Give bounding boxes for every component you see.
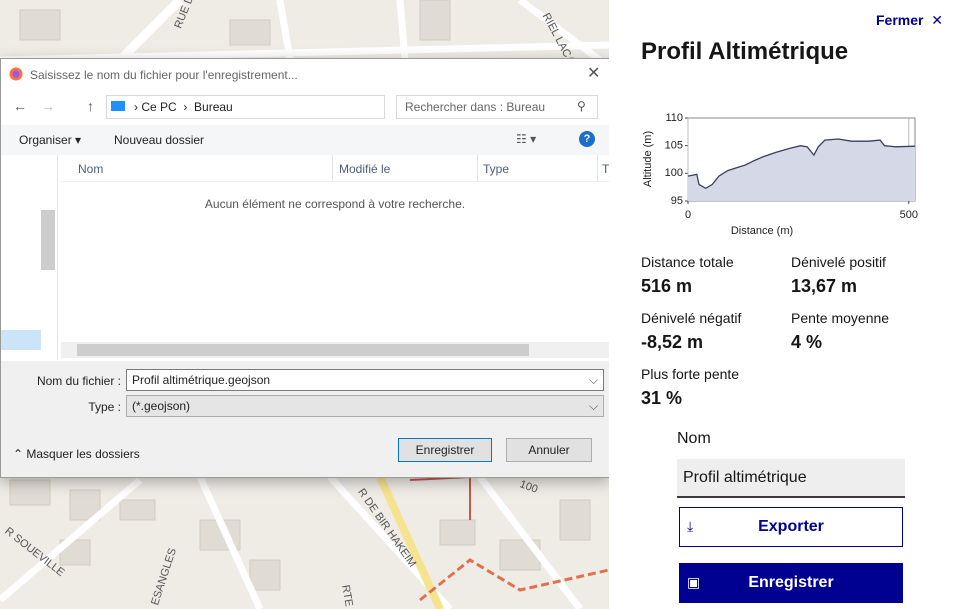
stat-value: 13,67 m: [791, 276, 858, 296]
type-select[interactable]: (*.geojson) ⌵: [126, 395, 604, 417]
save-profile-label: Enregistrer: [748, 574, 834, 591]
nav-scrollbar: [41, 210, 55, 270]
column-type[interactable]: Type: [483, 162, 510, 176]
panel-title: Profil Altimétrique: [641, 38, 849, 65]
stat-value: 31 %: [641, 388, 683, 408]
dropdown-arrow: ⌵: [589, 373, 599, 387]
hide-folders[interactable]: ⌃ Masquer les dossiers: [13, 447, 140, 461]
search-box[interactable]: Rechercher dans : Bureau ⚲: [396, 95, 598, 119]
stat-label: Dénivelé négatif: [641, 310, 742, 326]
stat-value: -8,52 m: [641, 332, 704, 352]
stat-label: Plus forte pente: [641, 366, 740, 382]
empty-message: Aucun élément ne correspond à votre rech…: [204, 197, 466, 211]
column-name[interactable]: Nom: [78, 162, 104, 176]
cancel-button[interactable]: Annuler: [506, 438, 592, 462]
elevation-area: [688, 139, 915, 201]
h-scrollbar: [61, 342, 609, 358]
x-tick-label: 0: [685, 209, 691, 221]
y-axis-label: Altitude (m): [642, 131, 654, 187]
address-bar[interactable]: › Ce PC › Bureau: [106, 95, 385, 119]
nav-forward[interactable]: →: [41, 98, 55, 114]
stat-value: 516 m: [641, 276, 693, 296]
close-dialog[interactable]: ✕: [587, 65, 601, 82]
stat-label: Pente moyenne: [791, 310, 890, 326]
search-icon: ⚲: [577, 99, 586, 113]
y-tick-label: 95: [671, 195, 683, 207]
nav-up[interactable]: ↑: [87, 98, 94, 114]
map-label: RTE: [339, 584, 355, 608]
column-modified[interactable]: Modifié le: [339, 162, 391, 176]
save-dialog: Saisissez le nom du fichier pour l'enreg…: [0, 58, 610, 478]
stat-value: 4 %: [791, 332, 823, 352]
organize-button[interactable]: Organiser ▾: [19, 133, 82, 147]
close-label: Fermer: [876, 12, 924, 28]
elevation-chart: Distance (m) Altitude (m) 95 100 105 110 0 50…: [642, 112, 918, 237]
breadcrumb: › Ce PC › Bureau: [134, 100, 233, 114]
dialog-title: Saisissez le nom du fichier pour l'enreg…: [30, 68, 298, 82]
column-size[interactable]: T: [602, 162, 610, 176]
nav-pane: [1, 155, 58, 360]
map-label: 100: [518, 478, 539, 496]
breadcrumb-item[interactable]: Ce PC: [141, 100, 177, 114]
filename-label: Nom du fichier :: [36, 374, 121, 388]
toolbar: Organiser ▾ Nouveau dossier ☷ ▾ ?: [1, 125, 609, 155]
export-label: Exporter: [758, 518, 824, 535]
filename-value: Profil altimétrique.geojson: [132, 373, 271, 387]
name-input[interactable]: Profil altimétrique: [677, 459, 905, 498]
close-button[interactable]: Fermer ✕: [876, 12, 943, 28]
h-scroll-thumb[interactable]: [77, 344, 529, 356]
column-header: Nom Modifié le Type T: [61, 155, 609, 182]
nav-selected: [1, 330, 41, 350]
x-axis-label: Distance (m): [731, 225, 793, 237]
export-icon: ⤓: [687, 518, 694, 534]
pc-icon: [111, 101, 125, 111]
x-tick-label: 500: [900, 209, 918, 221]
save-button[interactable]: Enregistrer: [398, 438, 492, 462]
y-tick-label: 105: [665, 140, 683, 152]
elevation-line: [687, 138, 916, 190]
dropdown-arrow: ⌵: [589, 399, 599, 413]
profile-panel: Fermer ✕ Profil Altimétrique Distance to…: [609, 0, 964, 609]
export-button[interactable]: ⤓ Exporter: [679, 507, 903, 547]
filename-input[interactable]: Profil altimétrique.geojson ⌵: [126, 369, 604, 391]
new-folder-button[interactable]: Nouveau dossier: [114, 133, 205, 147]
hide-folders-label: Masquer les dossiers: [26, 447, 140, 461]
organize-label: Organiser: [19, 133, 72, 147]
name-value: Profil altimétrique: [683, 469, 807, 486]
nav-back[interactable]: ←: [13, 98, 27, 114]
help-button[interactable]: ?: [579, 131, 595, 147]
type-value: (*.geojson): [132, 399, 191, 413]
name-label: Nom: [677, 430, 711, 447]
stat-label: Distance totale: [641, 254, 734, 270]
save-profile-button[interactable]: ▣ Enregistrer: [679, 563, 903, 603]
save-icon: ▣: [687, 574, 701, 590]
search-placeholder: Rechercher dans : Bureau: [405, 100, 546, 114]
y-tick-label: 110: [665, 112, 683, 124]
type-label: Type :: [88, 400, 121, 414]
y-tick-label: 100: [665, 167, 683, 179]
dialog-footer: Nom du fichier : Profil altimétrique.geo…: [1, 361, 609, 477]
view-button[interactable]: ☷ ▾: [516, 132, 537, 146]
stat-label: Dénivelé positif: [791, 254, 886, 270]
breadcrumb-item[interactable]: Bureau: [194, 100, 233, 114]
firefox-icon: [9, 67, 23, 81]
